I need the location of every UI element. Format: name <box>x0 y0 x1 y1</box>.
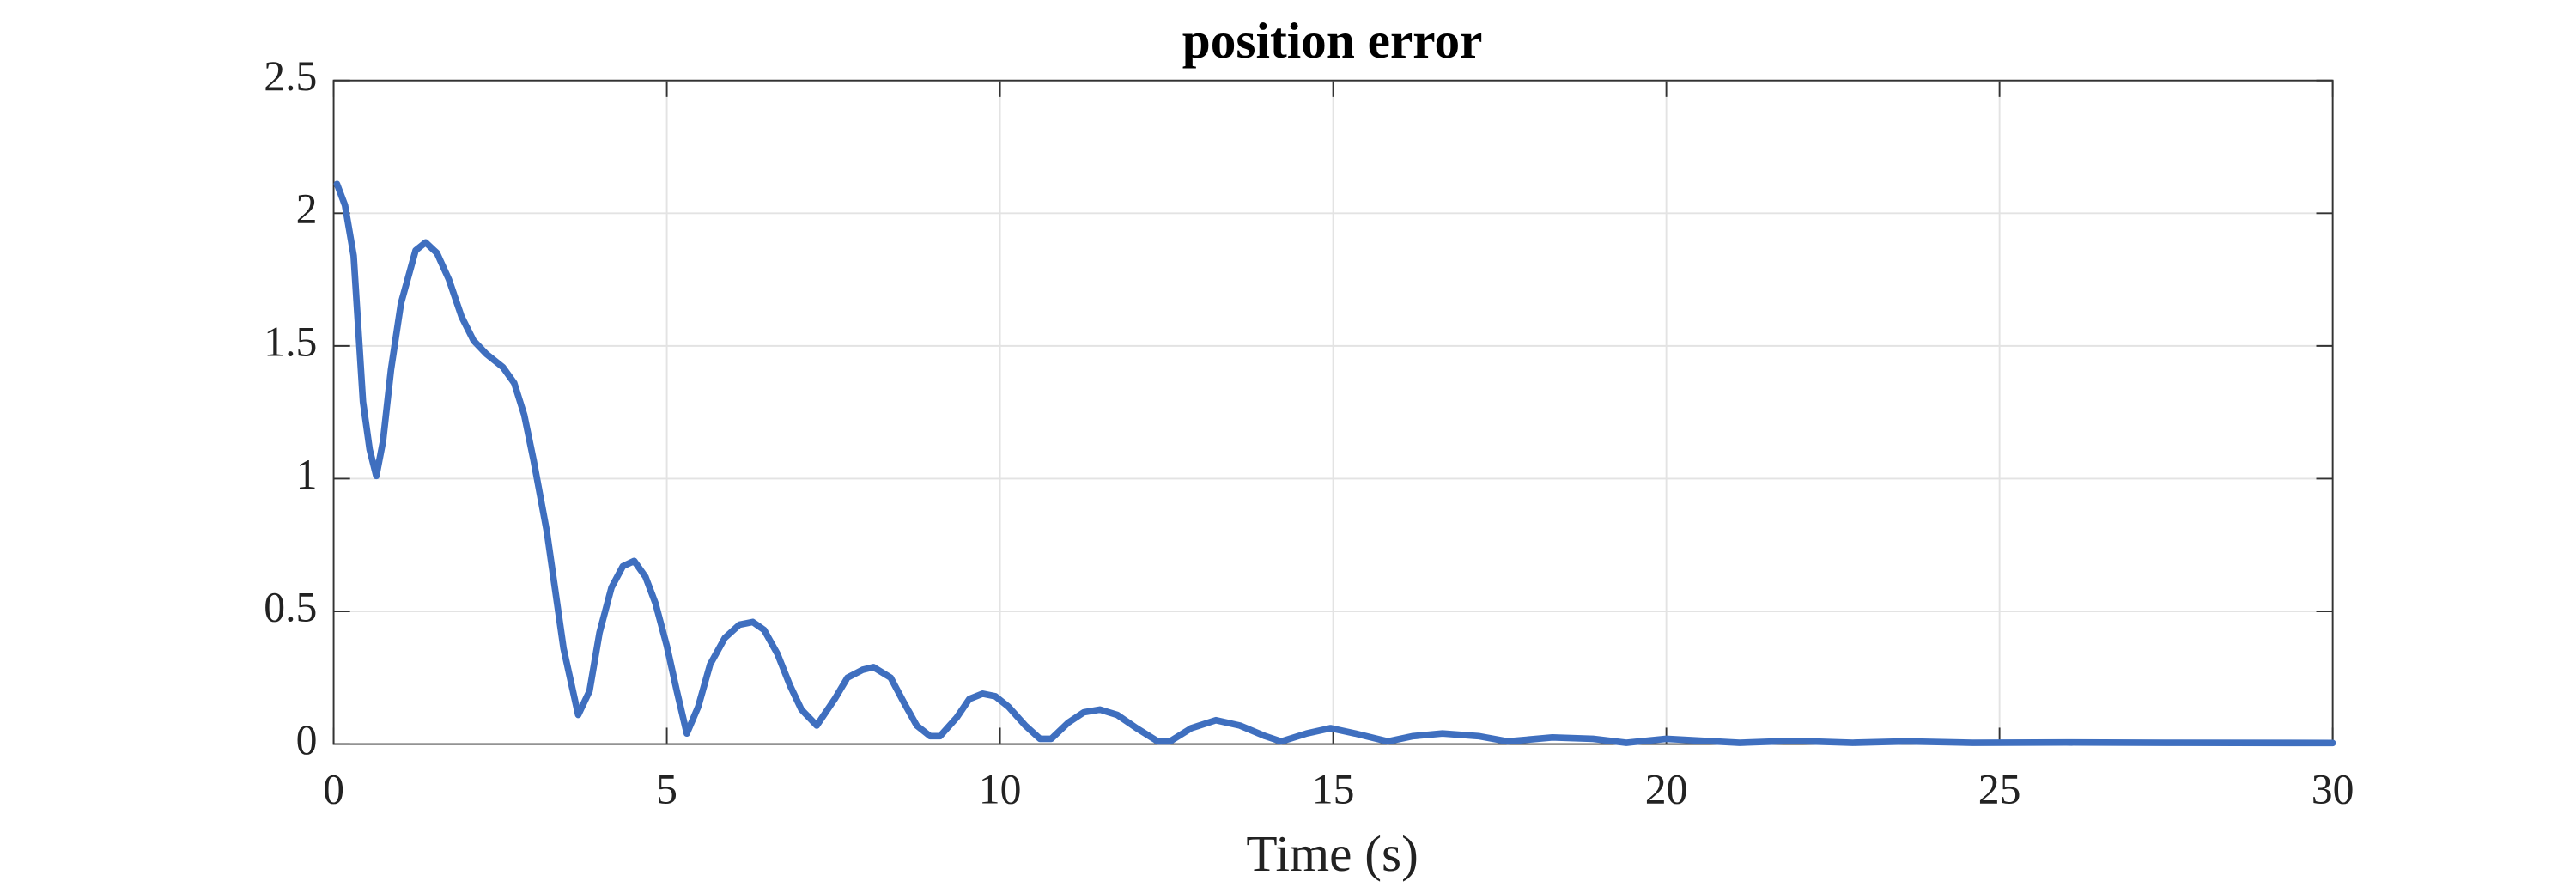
y-tick-label: 0.5 <box>264 583 317 630</box>
x-tick-label: 5 <box>656 765 677 812</box>
y-tick-label: 0 <box>296 716 318 763</box>
chart-title: position error <box>1182 12 1483 69</box>
data-line <box>333 180 2336 747</box>
x-tick-label: 20 <box>1645 765 1688 812</box>
x-tick-label: 30 <box>2312 765 2354 812</box>
x-tick-label: 25 <box>1978 765 2021 812</box>
x-tick-label: 10 <box>979 765 1022 812</box>
y-tick-label: 1 <box>296 451 318 498</box>
y-tick-label: 1.5 <box>264 318 317 365</box>
y-tick-label: 2 <box>296 185 318 233</box>
plot-frame <box>332 79 2334 745</box>
x-tick-label: 15 <box>1312 765 1355 812</box>
y-tick-label: 2.5 <box>264 52 317 100</box>
x-axis-label: Time (s) <box>1246 825 1418 882</box>
x-tick-label: 0 <box>323 765 344 812</box>
